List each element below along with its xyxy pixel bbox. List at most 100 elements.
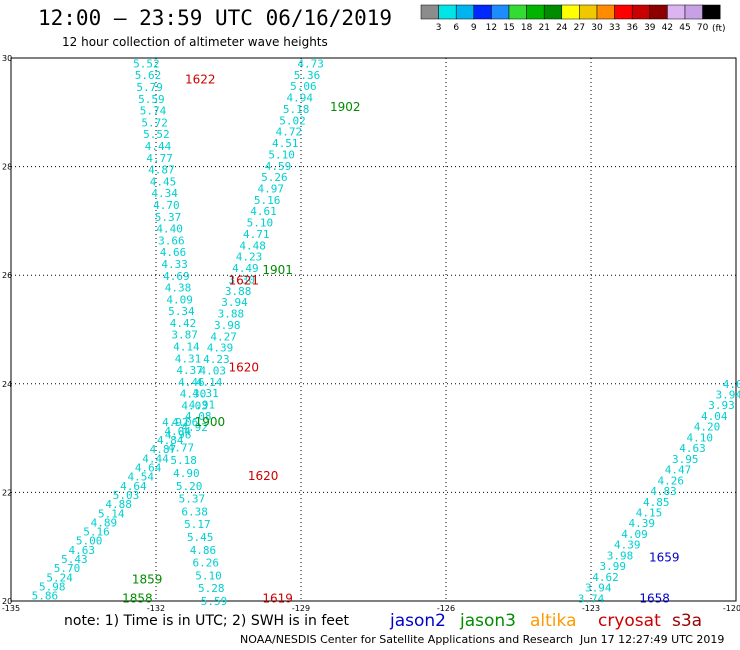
color-scale-swatch — [649, 4, 668, 20]
color-scale-label: 70 — [697, 23, 709, 33]
plot-border — [10, 57, 737, 602]
wave-height-value: 4.63 — [68, 544, 95, 557]
color-scale-label: 18 — [521, 23, 533, 33]
wave-height-value: 3.87 — [171, 329, 198, 342]
color-scale-swatch — [614, 4, 633, 20]
wave-height-value: 4.71 — [243, 228, 270, 241]
color-scale-label: 36 — [626, 23, 638, 33]
wave-height-value: 4.46 — [178, 376, 205, 389]
wave-height-value: 4.91 — [189, 399, 216, 412]
wave-height-value: 5.17 — [184, 518, 211, 531]
wave-height-value: 4.92 — [181, 421, 208, 434]
wave-height-value: 4.72 — [276, 126, 303, 139]
wave-height-value: 4.39 — [614, 539, 641, 552]
wave-height-value: 4.38 — [165, 282, 192, 295]
legend-altika: altika — [530, 611, 577, 631]
color-scale-label: 12 — [486, 23, 497, 33]
wave-height-value: 5.34 — [168, 305, 195, 318]
wave-height-value: 5.20 — [176, 480, 203, 493]
wave-height-value: 5.43 — [61, 553, 88, 566]
pass-time-label: 1901 — [262, 263, 293, 277]
x-tick-label: -123 — [582, 604, 600, 613]
wave-height-value: 4.87 — [150, 443, 177, 456]
wave-height-value: 4.08 — [185, 410, 212, 423]
track-jason2: 4.053.943.934.044.204.104.633.954.474.26… — [578, 378, 740, 605]
pass-time-label: 1858 — [122, 591, 153, 605]
wave-height-value: 4.37 — [176, 364, 203, 377]
pass-time-label: 1902 — [330, 100, 361, 114]
wave-height-value: 4.83 — [650, 485, 677, 498]
wave-height-value: 5.86 — [32, 590, 59, 603]
wave-height-value: 4.54 — [127, 471, 154, 484]
wave-height-value: 4.33 — [161, 258, 188, 271]
color-scale-label: 42 — [662, 23, 673, 33]
wave-height-value: 4.88 — [105, 498, 132, 511]
color-scale-label: 27 — [574, 23, 585, 33]
wave-height-value: 4.49 — [232, 262, 259, 275]
wave-height-value: 5.79 — [136, 81, 163, 94]
wave-height-value: 5.74 — [140, 105, 167, 118]
wave-height-value: 5.18 — [170, 454, 197, 467]
wave-height-value: 5.10 — [195, 569, 222, 582]
color-scale-swatch — [596, 4, 615, 20]
color-scale-legend: 3 6 9 12 15 18 21 24 27 30 33 36 39 42 45 70 — [420, 4, 721, 33]
wave-height-value: 4.09 — [166, 293, 193, 306]
wave-height-value: 5.59 — [138, 93, 165, 106]
wave-height-value: 5.98 — [39, 580, 66, 593]
wave-height-value: 4.20 — [694, 421, 721, 434]
wave-height-value: 5.28 — [198, 582, 225, 595]
color-scale-label: 3 — [436, 23, 442, 33]
y-tick-label: 28 — [2, 163, 12, 172]
color-scale-swatch — [473, 4, 492, 20]
wave-height-value: 5.52 — [143, 128, 170, 141]
wave-height-value: 5.45 — [187, 531, 214, 544]
wave-height-value: 4.42 — [170, 317, 197, 330]
wave-height-value: 4.45 — [150, 175, 177, 188]
wave-height-value: 4.04 — [701, 410, 728, 423]
wave-height-value: 3.94 — [716, 389, 740, 402]
wave-height-value: 4.94 — [287, 92, 314, 105]
footer-note: note: 1) Time is in UTC; 2) SWH is in fe… — [64, 613, 350, 629]
wave-height-value: 5.62 — [135, 69, 162, 82]
color-scale-unit: (ft) — [712, 24, 726, 34]
y-tick-label: 24 — [2, 380, 12, 389]
color-scale-swatch — [667, 4, 686, 20]
color-scale-swatch — [561, 4, 580, 20]
wave-height-value: 5.06 — [290, 80, 317, 93]
wave-height-value: 3.30 — [229, 273, 256, 286]
wave-height-value: 6.38 — [181, 505, 208, 518]
pass-time-label: 1900 — [195, 415, 226, 429]
chart-title: 12:00 — 23:59 UTC 06/16/2019 — [38, 6, 392, 30]
track-jason3: 4.735.365.064.945.185.024.724.515.104.59… — [181, 57, 323, 434]
wave-height-value: 4.92 — [162, 416, 189, 429]
color-scale-swatch — [526, 4, 545, 20]
color-scale-label: 39 — [644, 23, 656, 33]
x-tick-label: -135 — [2, 604, 20, 613]
wave-height-value: 3.74 — [578, 592, 605, 605]
wave-height-value: 4.10 — [687, 431, 714, 444]
footer-timestamp: Jun 17 12:27:49 UTC 2019 — [579, 633, 724, 646]
satellite-legend: jason2 jason3 altika cryosat s3a — [389, 611, 702, 631]
color-scale-label: 9 — [471, 23, 477, 33]
wave-height-value: 3.98 — [607, 549, 634, 562]
color-scale-label: 45 — [679, 23, 690, 33]
color-scale-label: 21 — [538, 23, 549, 33]
x-tick-label: -132 — [147, 604, 165, 613]
wave-height-value: 4.44 — [142, 452, 169, 465]
wave-height-value: 3.94 — [221, 296, 248, 309]
wave-height-value: 4.70 — [153, 199, 180, 212]
wave-height-value: 4.69 — [163, 270, 190, 283]
wave-height-value: 5.16 — [254, 194, 281, 207]
wave-height-value: 5.26 — [261, 171, 288, 184]
wave-height-value: 4.04 — [164, 425, 191, 438]
x-tick-label: -120 — [723, 604, 740, 613]
wave-height-value: 3.93 — [708, 399, 735, 412]
legend-jason3: jason3 — [459, 611, 516, 631]
chart-subtitle: 12 hour collection of altimeter wave hei… — [62, 35, 328, 49]
wave-height-value: 5.10 — [268, 148, 295, 161]
color-scale-swatch — [579, 4, 598, 20]
wave-height-value: 4.51 — [272, 137, 299, 150]
y-tick-label: 20 — [2, 597, 12, 606]
wave-height-value: 4.85 — [643, 496, 670, 509]
wave-height-value: 4.64 — [135, 462, 162, 475]
